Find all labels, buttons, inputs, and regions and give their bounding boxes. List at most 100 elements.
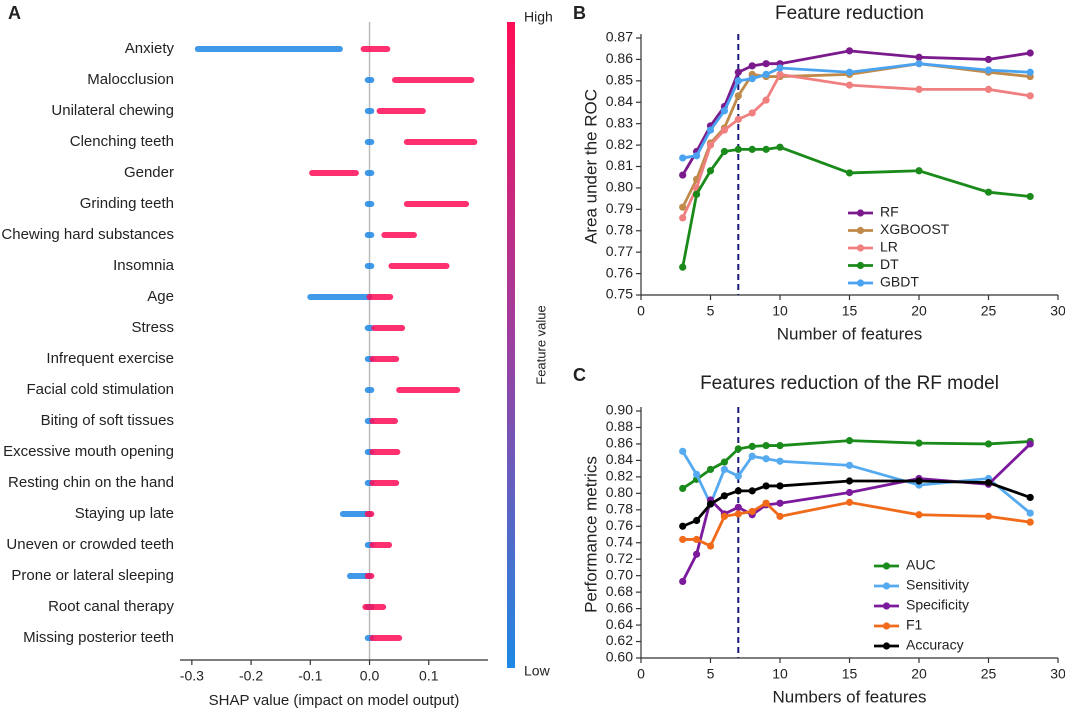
chart-title: Features reduction of the RF model <box>700 373 999 394</box>
legend-label: DT <box>880 256 899 272</box>
series-point <box>915 439 923 447</box>
feature-label: Resting chin on the hand <box>8 474 174 491</box>
series-point <box>984 55 993 64</box>
series-point <box>915 60 923 68</box>
series-point <box>748 62 756 70</box>
series-point <box>984 188 993 196</box>
series-point <box>706 542 715 550</box>
series-point <box>734 68 742 76</box>
series-point <box>762 145 770 153</box>
x-tick-label: 10 <box>772 666 788 682</box>
y-tick-label: 0.79 <box>606 200 633 216</box>
feature-label: Infrequent exercise <box>46 350 174 367</box>
y-tick-label: 0.64 <box>606 616 633 632</box>
series-point <box>845 169 854 177</box>
series-point <box>984 440 993 448</box>
series-point <box>776 499 784 507</box>
x-tick-label: 5 <box>707 303 715 319</box>
feature-label: Malocclusion <box>87 71 174 88</box>
x-tick-label: 30 <box>1050 666 1065 682</box>
series-point <box>748 487 756 495</box>
y-tick-label: 0.78 <box>606 501 633 517</box>
legend-label: RF <box>880 204 899 220</box>
series-point <box>734 77 742 85</box>
chart-title: Feature reduction <box>775 3 924 24</box>
series-point <box>1026 92 1034 100</box>
series-point <box>915 167 923 175</box>
series-point <box>748 75 756 83</box>
series-point <box>734 445 742 453</box>
series-line <box>681 72 1031 219</box>
y-tick-label: 0.88 <box>606 418 633 434</box>
y-tick-label: 0.62 <box>606 632 633 648</box>
y-tick-label: 0.90 <box>606 402 633 418</box>
y-tick-label: 0.84 <box>606 93 633 109</box>
series-point <box>1026 440 1034 448</box>
x-tick-label: 0 <box>637 303 645 319</box>
series-point <box>748 507 756 516</box>
y-tick-label: 0.86 <box>606 50 633 66</box>
legend-marker <box>856 244 865 252</box>
x-tick-label: 25 <box>981 303 997 319</box>
feature-label: Facial cold stimulation <box>26 381 174 398</box>
legend-marker <box>856 261 865 270</box>
series-point <box>845 81 854 89</box>
series-point <box>693 190 701 198</box>
x-tick-label: 5 <box>707 666 715 682</box>
feature-label: Unilateral chewing <box>51 102 174 119</box>
series-point <box>845 498 854 506</box>
y-tick-label: 0.76 <box>606 264 633 280</box>
series-line <box>681 442 1032 583</box>
series-point <box>734 510 742 518</box>
colorbar-high: High <box>524 9 553 25</box>
series-point <box>1026 509 1034 517</box>
x-tick-label: -0.3 <box>180 668 204 684</box>
series-point <box>1026 518 1034 526</box>
series-point <box>679 263 687 271</box>
series-point <box>720 147 729 156</box>
panel-label: C <box>573 365 586 385</box>
y-tick-label: 0.80 <box>606 179 633 195</box>
series-point <box>845 461 854 469</box>
series-point <box>984 479 993 487</box>
legend-marker <box>856 209 865 217</box>
x-tick-label: 15 <box>842 303 858 319</box>
y-tick-label: 0.76 <box>606 517 633 533</box>
series-point <box>915 477 923 485</box>
legend-marker <box>856 279 865 287</box>
series-point <box>915 53 923 61</box>
panel-label: B <box>573 3 586 23</box>
series-point <box>984 512 993 520</box>
feature-label: Uneven or crowded teeth <box>6 536 174 553</box>
x-tick-label: 15 <box>842 666 858 682</box>
x-tick-label: 0 <box>637 666 645 682</box>
x-tick-label: 0.0 <box>360 668 380 684</box>
series-point <box>706 141 715 149</box>
series-point <box>776 512 784 520</box>
series-point <box>734 487 742 495</box>
feature-label: Gender <box>124 164 174 181</box>
x-tick-label: -0.2 <box>239 668 263 684</box>
legend-label: F1 <box>906 617 923 633</box>
series-point <box>734 145 742 153</box>
x-tick-label: 20 <box>911 666 927 682</box>
y-axis-label: Area under the ROC <box>581 89 600 244</box>
y-tick-label: 0.82 <box>606 468 633 484</box>
series-point <box>762 499 770 507</box>
series-point <box>762 482 770 490</box>
series-point <box>776 482 784 490</box>
series-point <box>762 96 770 104</box>
series-point <box>748 442 756 451</box>
series-point <box>776 64 784 72</box>
feature-label: Missing posterior teeth <box>23 629 174 646</box>
series-point <box>776 70 784 79</box>
y-tick-label: 0.78 <box>606 221 633 237</box>
series-point <box>679 484 687 492</box>
series-point <box>679 577 687 586</box>
series-point <box>845 47 854 55</box>
legend-label: XGBOOST <box>880 221 950 237</box>
series-point <box>1026 49 1034 57</box>
series-point <box>679 535 687 544</box>
y-tick-label: 0.83 <box>606 114 633 130</box>
legend-label: Sensitivity <box>906 577 969 593</box>
